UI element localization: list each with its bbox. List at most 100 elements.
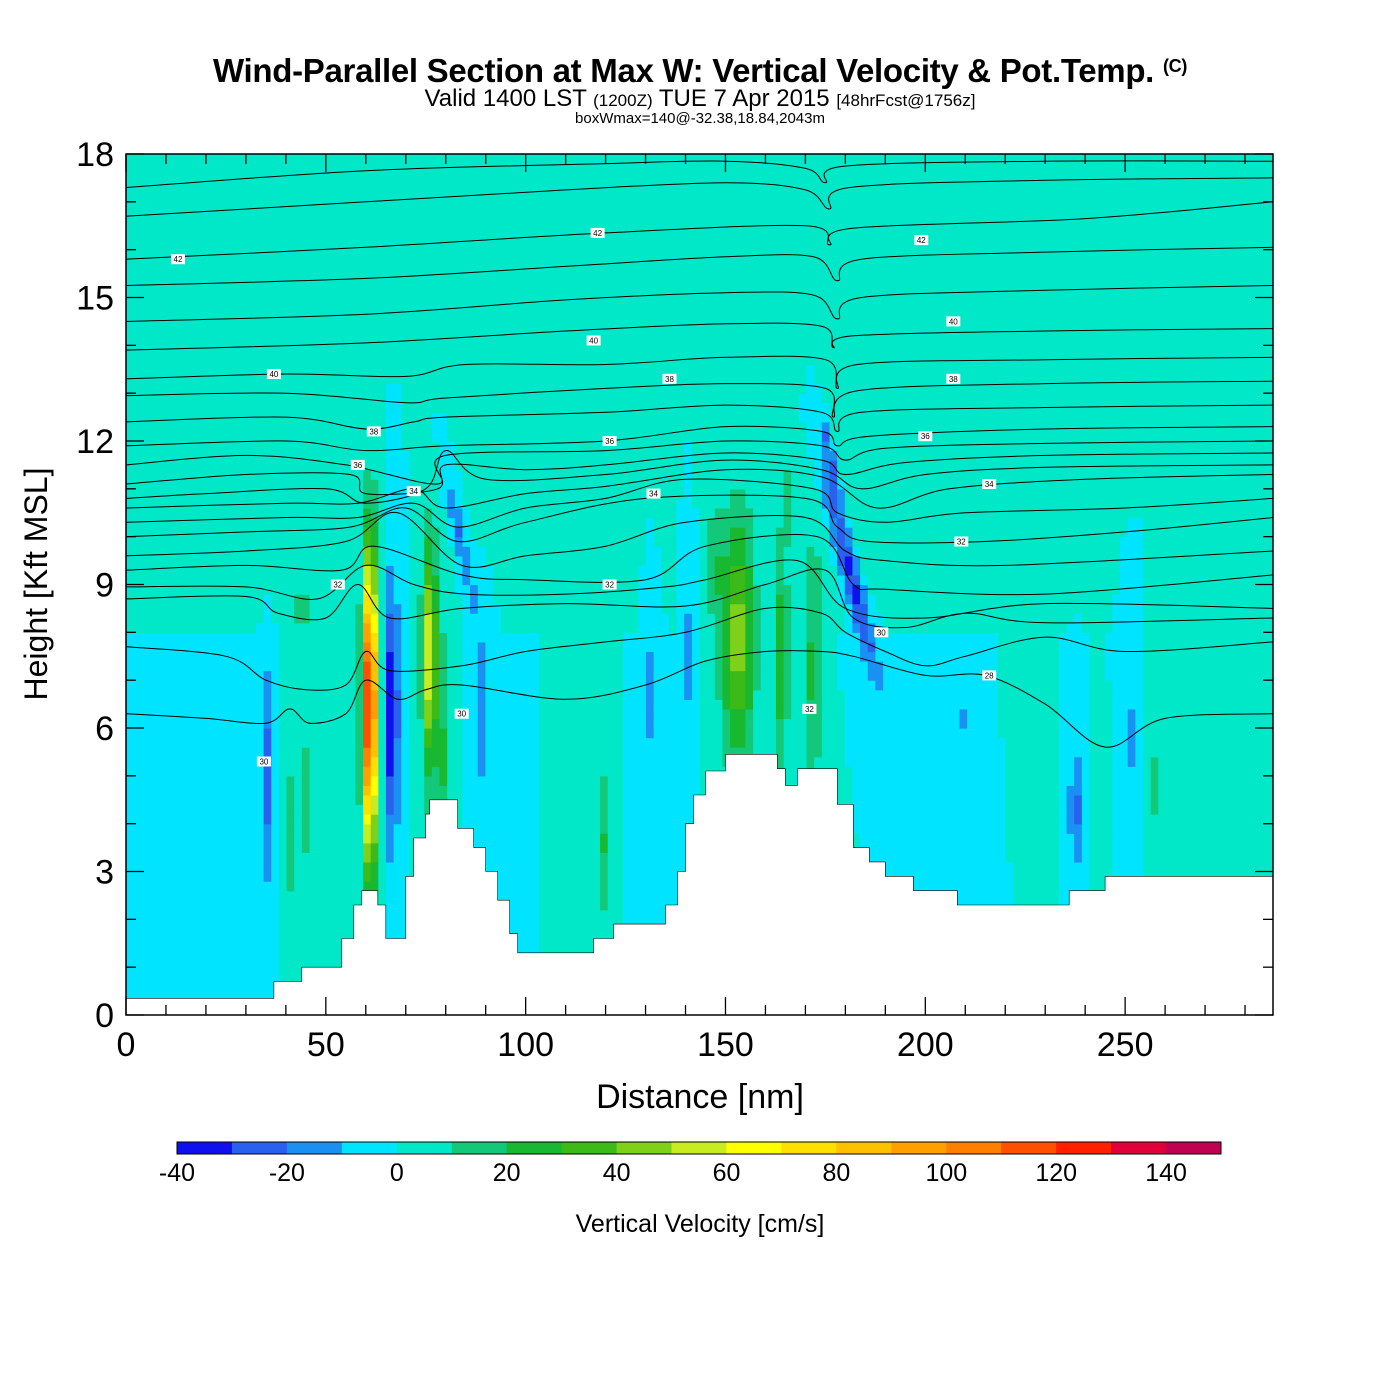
w-cell	[691, 479, 785, 490]
w-cell	[447, 421, 808, 433]
w-cell	[883, 622, 1068, 633]
w-cell	[431, 689, 441, 700]
w-cell	[1066, 823, 1083, 834]
y-tick-label: 18	[76, 136, 114, 174]
colorbar-tick-label: 80	[822, 1159, 850, 1187]
w-cell	[1058, 670, 1091, 681]
isentrope-label-bg	[602, 579, 617, 590]
w-cell	[385, 737, 395, 748]
w-cell	[538, 823, 601, 834]
w-cell	[462, 881, 540, 892]
w-cell	[1158, 804, 1273, 815]
w-cell	[126, 240, 1273, 251]
w-cell	[370, 661, 379, 672]
w-cell	[126, 881, 280, 892]
w-cell	[730, 632, 746, 643]
x-axis-title: Distance [nm]	[596, 1078, 804, 1116]
w-cell	[714, 584, 731, 595]
w-cell	[814, 670, 823, 681]
w-cell	[278, 632, 356, 643]
w-cell	[385, 928, 410, 940]
w-cell	[538, 804, 601, 815]
w-cell	[745, 728, 754, 739]
w-cell	[699, 708, 724, 720]
w-cell	[806, 603, 823, 614]
w-cell	[645, 555, 662, 566]
w-cell	[401, 708, 410, 720]
w-cell	[607, 833, 624, 844]
y-tick-label: 6	[95, 710, 114, 748]
w-cell	[1112, 680, 1144, 691]
w-cell	[462, 785, 540, 796]
isentrope-label-bg	[946, 373, 961, 384]
w-cell	[714, 680, 724, 691]
w-cell	[623, 756, 701, 767]
w-cell	[538, 689, 624, 700]
w-cell	[645, 708, 655, 720]
w-cell	[783, 498, 792, 509]
w-cell	[263, 708, 272, 720]
w-cell	[126, 794, 265, 806]
w-cell	[538, 794, 601, 806]
w-cell	[1143, 842, 1273, 853]
w-cell	[431, 728, 448, 739]
w-cell	[470, 574, 494, 586]
w-cell	[1143, 766, 1152, 777]
w-cell	[485, 737, 540, 748]
isentrope-label: 42	[174, 255, 183, 264]
w-cell	[126, 574, 364, 586]
w-cell	[385, 718, 395, 729]
w-cell	[363, 766, 372, 777]
w-cell	[623, 680, 647, 691]
w-cell	[775, 613, 785, 624]
w-cell	[462, 756, 479, 767]
w-cell	[1089, 651, 1106, 662]
w-cell	[829, 498, 838, 509]
w-cell	[271, 871, 280, 882]
w-cell	[126, 307, 1273, 318]
w-cell	[393, 680, 402, 691]
w-cell	[408, 527, 425, 538]
w-cell	[745, 555, 754, 566]
w-cell	[821, 441, 831, 452]
w-cell	[538, 747, 624, 758]
w-cell	[485, 555, 647, 566]
w-cell	[860, 574, 869, 586]
w-cell	[385, 852, 395, 863]
w-cell	[271, 718, 280, 729]
w-cell	[416, 613, 425, 624]
w-cell	[408, 699, 418, 710]
w-cell	[1058, 823, 1068, 834]
w-cell	[821, 680, 838, 691]
w-cell	[753, 728, 777, 739]
w-cell	[431, 632, 441, 643]
w-cell	[286, 794, 295, 806]
w-cell	[363, 469, 372, 480]
w-cell	[370, 737, 379, 748]
w-cell	[363, 804, 372, 815]
w-cell	[1135, 737, 1144, 748]
w-cell	[126, 354, 1273, 366]
w-cell	[393, 766, 402, 777]
w-cell	[1058, 651, 1091, 662]
w-cell	[470, 507, 678, 519]
w-cell	[439, 479, 464, 490]
w-cell	[791, 670, 808, 681]
w-cell	[699, 565, 708, 576]
w-cell	[378, 632, 387, 643]
w-cell	[1005, 775, 1060, 786]
w-cell	[363, 680, 372, 691]
w-cell	[378, 661, 387, 672]
w-cell	[653, 661, 685, 672]
w-cell	[477, 699, 486, 710]
w-cell	[126, 220, 1273, 232]
w-cell	[462, 708, 479, 720]
w-cell	[852, 814, 1006, 825]
w-cell	[401, 728, 410, 739]
w-cell	[309, 747, 356, 758]
w-cell	[1058, 747, 1091, 758]
w-cell	[1058, 756, 1075, 767]
w-cell	[852, 565, 861, 576]
w-cell	[821, 632, 838, 643]
isentrope-label: 38	[665, 375, 674, 384]
